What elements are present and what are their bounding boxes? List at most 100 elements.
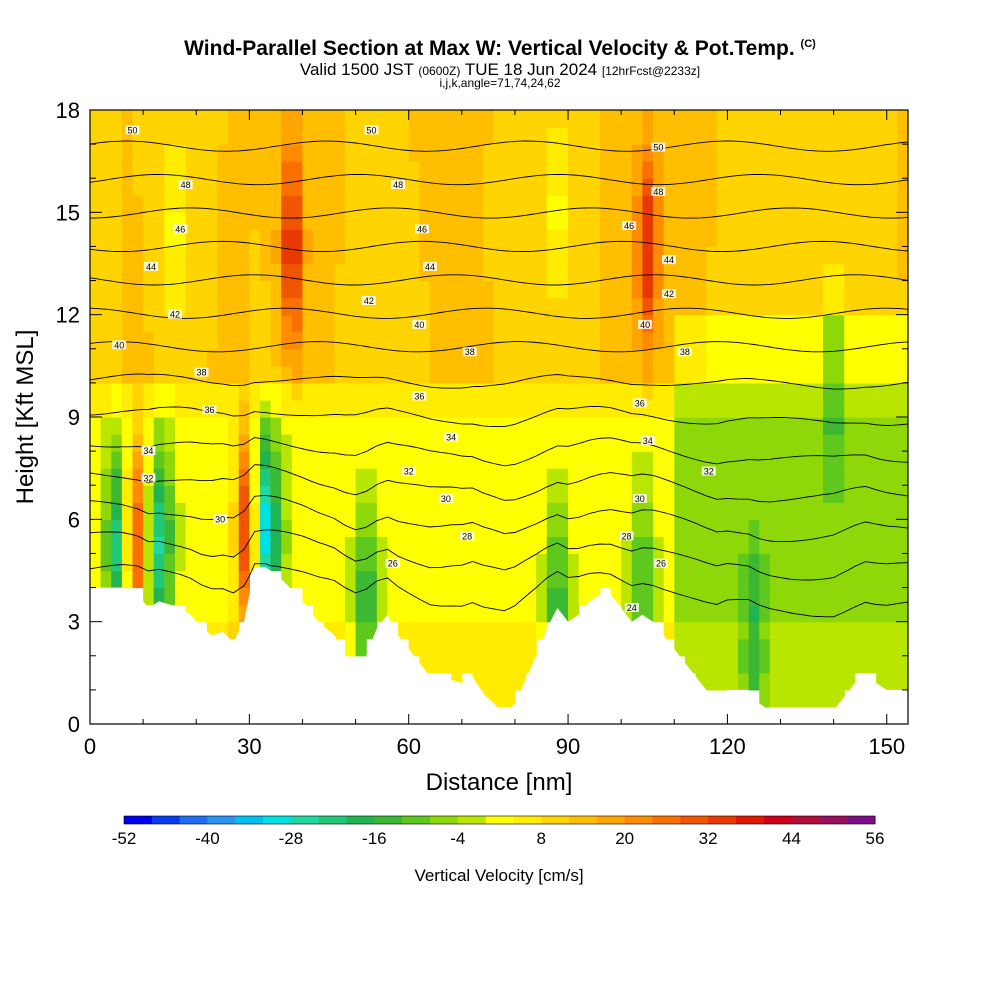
- velocity-cell: [663, 502, 675, 520]
- velocity-cell: [121, 536, 134, 555]
- velocity-cell: [812, 451, 824, 469]
- velocity-cell: [748, 195, 760, 213]
- velocity-cell: [366, 519, 378, 537]
- velocity-cell: [525, 178, 537, 196]
- velocity-cell: [684, 246, 697, 265]
- velocity-cell: [621, 417, 633, 435]
- colorbar-swatch: [346, 816, 375, 824]
- velocity-cell: [132, 468, 144, 486]
- velocity-cell: [504, 331, 516, 350]
- contour-label-box: [167, 309, 182, 319]
- velocity-cell: [674, 229, 686, 248]
- velocity-cell: [568, 212, 580, 230]
- velocity-cell: [738, 382, 750, 401]
- velocity-cell: [695, 655, 707, 674]
- velocity-cell: [546, 417, 559, 435]
- velocity-cell: [153, 314, 165, 333]
- velocity-cell: [259, 178, 272, 196]
- velocity-cell: [483, 502, 495, 520]
- velocity-cell: [876, 672, 888, 691]
- velocity-cell: [653, 110, 665, 128]
- velocity-cell: [823, 451, 835, 469]
- velocity-cell: [238, 434, 250, 452]
- velocity-cell: [355, 246, 367, 265]
- velocity-cell: [674, 382, 686, 401]
- velocity-cell: [557, 297, 569, 316]
- velocity-cell: [514, 434, 527, 452]
- velocity-cell: [801, 229, 813, 248]
- velocity-cell: [748, 127, 760, 145]
- velocity-cell: [344, 246, 357, 265]
- y-tick-label: 9: [68, 405, 80, 430]
- velocity-cell: [121, 229, 134, 248]
- velocity-cell: [132, 110, 144, 128]
- velocity-cell: [886, 468, 898, 486]
- velocity-cell: [738, 655, 750, 674]
- velocity-cell: [355, 348, 367, 367]
- velocity-cell: [642, 348, 654, 367]
- velocity-cell: [621, 502, 633, 520]
- velocity-cell: [631, 417, 644, 435]
- velocity-cell: [514, 451, 527, 469]
- velocity-cell: [313, 144, 325, 162]
- velocity-cell: [706, 280, 718, 299]
- colorbar-swatch: [402, 816, 431, 824]
- velocity-cell: [387, 417, 399, 435]
- velocity-cell: [706, 434, 718, 452]
- velocity-cell: [578, 348, 590, 367]
- velocity-cell: [791, 485, 803, 503]
- velocity-cell: [876, 417, 888, 435]
- velocity-cell: [578, 110, 590, 128]
- velocity-cell: [769, 348, 782, 367]
- velocity-cell: [249, 144, 261, 162]
- velocity-cell: [366, 127, 378, 145]
- velocity-cell: [844, 655, 856, 674]
- contour-label-box: [701, 466, 716, 476]
- velocity-cell: [642, 485, 654, 503]
- velocity-cell: [164, 536, 176, 555]
- velocity-cell: [419, 621, 431, 640]
- velocity-cell: [748, 570, 760, 589]
- velocity-cell: [153, 127, 165, 145]
- velocity-cell: [801, 621, 813, 640]
- velocity-cell: [121, 485, 134, 503]
- velocity-cell: [801, 519, 813, 537]
- velocity-cell: [143, 570, 155, 589]
- contour-label-box: [213, 514, 228, 524]
- velocity-cell: [344, 451, 357, 469]
- contour-label-box: [141, 473, 156, 483]
- velocity-cell: [854, 655, 867, 674]
- velocity-cell: [440, 451, 452, 469]
- velocity-cell: [568, 263, 580, 282]
- velocity-cell: [823, 178, 835, 196]
- velocity-cell: [738, 161, 750, 179]
- velocity-cell: [546, 263, 559, 282]
- velocity-cell: [568, 144, 580, 162]
- velocity-cell: [876, 178, 888, 196]
- velocity-cell: [313, 587, 325, 606]
- velocity-cell: [472, 451, 484, 469]
- velocity-cell: [801, 331, 813, 350]
- velocity-cell: [727, 587, 739, 606]
- velocity-cell: [631, 195, 644, 213]
- velocity-cell: [780, 195, 792, 213]
- velocity-cell: [780, 519, 792, 537]
- velocity-cell: [514, 621, 527, 640]
- velocity-cell: [780, 212, 792, 230]
- velocity-cell: [706, 348, 718, 367]
- velocity-cell: [366, 263, 378, 282]
- velocity-cell: [132, 144, 144, 162]
- velocity-cell: [716, 672, 728, 691]
- velocity-cell: [536, 280, 548, 299]
- velocity-cell: [578, 229, 590, 248]
- velocity-cell: [589, 314, 601, 333]
- velocity-cell: [451, 434, 463, 452]
- velocity-cell: [621, 263, 633, 282]
- velocity-cell: [886, 178, 898, 196]
- velocity-cell: [440, 229, 452, 248]
- velocity-cell: [196, 587, 208, 606]
- velocity-cell: [100, 502, 112, 520]
- velocity-cell: [270, 280, 282, 299]
- velocity-cell: [663, 110, 675, 128]
- velocity-cell: [546, 519, 559, 537]
